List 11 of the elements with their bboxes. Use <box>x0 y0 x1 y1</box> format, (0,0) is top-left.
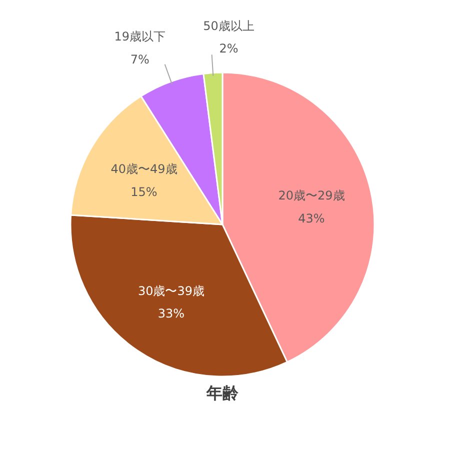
data-label: 33% <box>158 306 185 321</box>
slice-label: 19歳以下 <box>114 30 166 44</box>
data-label: 15% <box>130 184 158 199</box>
slice-label: 30歳〜39歳 <box>138 284 205 298</box>
slice-label: 40歳〜49歳 <box>110 162 178 176</box>
data-label: 43% <box>298 211 325 226</box>
data-label: 2% <box>219 42 238 56</box>
text: 年齢 <box>206 384 240 403</box>
slice-label: 50歳以上 <box>203 18 254 33</box>
slice-label: 20歳〜29歳 <box>278 188 345 202</box>
data-label: 7% <box>130 52 150 66</box>
